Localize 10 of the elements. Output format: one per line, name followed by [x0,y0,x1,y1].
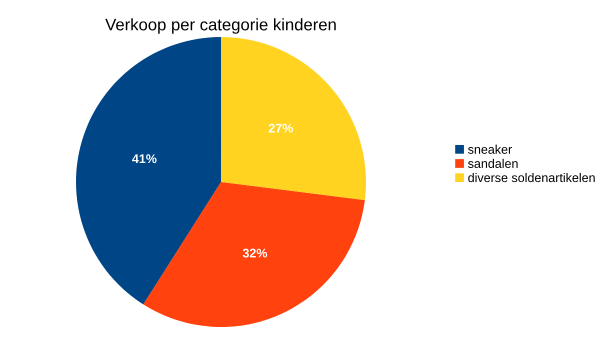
legend-label: sneaker [468,144,512,154]
legend-label: diverse soldenartikelen [468,172,595,182]
pie-slice [221,37,366,200]
data-label: 41% [132,154,157,164]
pie-slice [76,37,221,304]
data-label: 32% [242,248,268,258]
chart-title: Verkoop per categorie kinderen [105,18,336,34]
pie-slice [143,182,365,327]
data-label: 27% [268,124,293,133]
legend-label: sandalen [468,158,518,168]
